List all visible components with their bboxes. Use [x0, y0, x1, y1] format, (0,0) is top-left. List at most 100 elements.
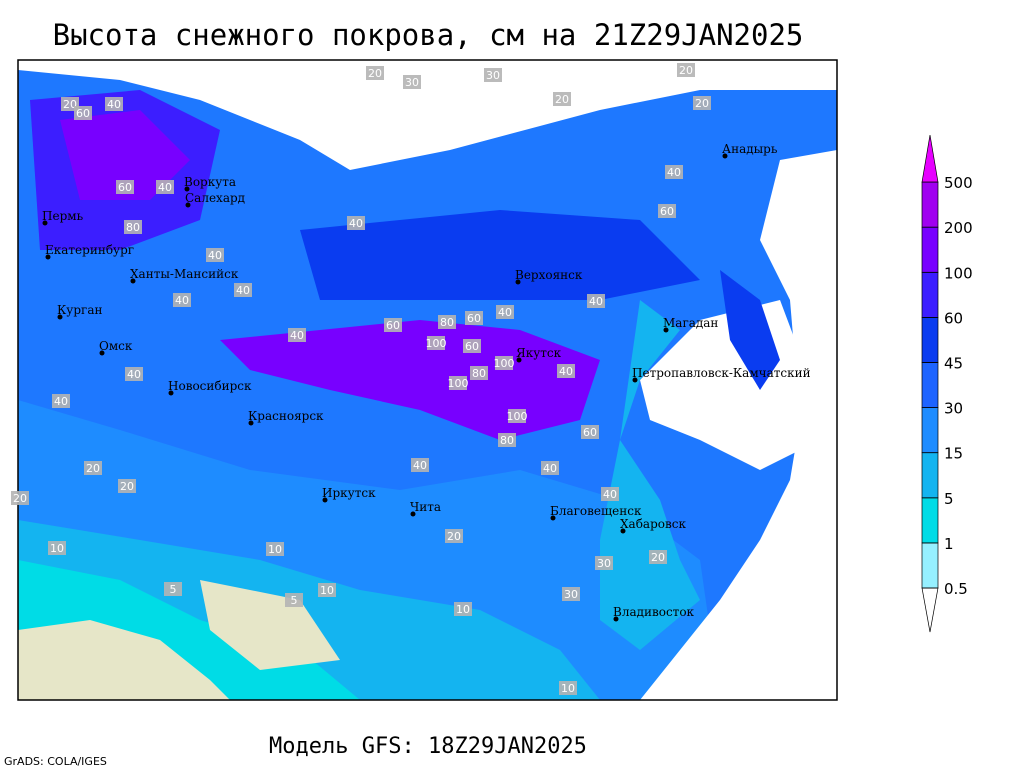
city-label: Курган: [57, 303, 102, 317]
contour-label: 60: [583, 426, 597, 439]
contour-label-box: [581, 425, 599, 439]
city-label: Магадан: [663, 316, 718, 330]
contour-label: 40: [498, 306, 512, 319]
contour-label: 10: [561, 682, 575, 695]
contour-label: 10: [320, 584, 334, 597]
contour-label: 40: [667, 166, 681, 179]
colorbar-label: 500: [944, 174, 973, 192]
contour-label-box: [445, 529, 463, 543]
contour-label-box: [116, 180, 134, 194]
map: [18, 60, 837, 700]
colorbar-box: [921, 542, 939, 589]
contour-label: 100: [448, 377, 469, 390]
contour-label-box: [557, 364, 575, 378]
contour-label: 80: [440, 316, 454, 329]
city-marker: [632, 377, 638, 383]
city-label: Благовещенск: [550, 504, 642, 518]
contour-label-box: [449, 376, 467, 390]
contour-label: 10: [50, 542, 64, 555]
city-marker: [722, 153, 728, 159]
contour-label-box: [587, 294, 605, 308]
contour-label-box: [11, 491, 29, 505]
contour-label: 40: [543, 462, 557, 475]
contour-label-box: [508, 409, 526, 423]
city-label: Хабаровск: [620, 517, 686, 531]
colorbar-box: [921, 407, 939, 454]
contour-label: 30: [564, 588, 578, 601]
contour-label: 100: [507, 410, 528, 423]
contour-label-box: [234, 283, 252, 297]
contour-label-box: [559, 681, 577, 695]
contour-label-box: [495, 356, 513, 370]
city-label: Владивосток: [613, 605, 695, 619]
contour-label-box: [124, 220, 142, 234]
contour-label: 30: [486, 69, 500, 82]
contour-label-box: [427, 336, 445, 350]
colorbar-box: [921, 452, 939, 499]
contour-label: 40: [413, 459, 427, 472]
contour-label: 100: [494, 357, 515, 370]
contour-label: 10: [268, 543, 282, 556]
city-label: Ханты-Мансийск: [130, 267, 239, 281]
contour-label: 40: [208, 249, 222, 262]
contour-label: 40: [54, 395, 68, 408]
city-marker: [42, 220, 48, 226]
contour-label-box: [463, 339, 481, 353]
contour-label-box: [403, 75, 421, 89]
contour-label: 40: [175, 294, 189, 307]
contour-label: 10: [456, 603, 470, 616]
contour-label-box: [52, 394, 70, 408]
city-label: Иркутск: [322, 486, 376, 500]
contour-label: 20: [368, 67, 382, 80]
city-marker: [410, 511, 416, 517]
contour-label-box: [677, 63, 695, 77]
city-marker: [322, 497, 328, 503]
city-label: Салехард: [185, 191, 245, 205]
contour-label-box: [206, 248, 224, 262]
contour-label: 80: [500, 434, 514, 447]
contour-label-box: [118, 479, 136, 493]
contour-label-box: [74, 106, 92, 120]
contour-label-box: [156, 180, 174, 194]
city-marker: [515, 279, 521, 285]
contour-label: 60: [386, 319, 400, 332]
colorbar-box: [921, 362, 939, 408]
contour-label: 30: [597, 557, 611, 570]
contour-label: 20: [13, 492, 27, 505]
city-label: Омск: [99, 339, 133, 353]
colorbar-box: [921, 497, 939, 544]
city-label: Петропавловск-Камчатский: [632, 366, 811, 380]
city-label: Красноярск: [248, 409, 324, 423]
colorbar-high: [921, 134, 939, 183]
colorbar-label: 30: [944, 400, 963, 418]
colorbar-label: 1: [944, 535, 954, 553]
contour-label-box: [384, 318, 402, 332]
colorbar-box: [921, 317, 939, 363]
contour-label-box: [553, 92, 571, 106]
contour-label-box: [173, 293, 191, 307]
contour-label-box: [693, 96, 711, 110]
contour-label: 40: [603, 488, 617, 501]
contour-label: 40: [349, 217, 363, 230]
colorbar-box: [921, 271, 939, 318]
city-marker: [168, 390, 174, 396]
city-marker: [516, 357, 522, 363]
city-label: Верхоянск: [515, 268, 583, 282]
contour-label: 40: [158, 181, 172, 194]
contour-label: 100: [426, 337, 447, 350]
map-frame: [17, 59, 838, 701]
contour-label: 40: [559, 365, 573, 378]
city-label: Чита: [410, 500, 441, 514]
city-marker: [550, 515, 556, 521]
contour-label-box: [318, 583, 336, 597]
contour-label-box: [164, 582, 182, 596]
contour-label-box: [498, 433, 516, 447]
contour-label: 60: [118, 181, 132, 194]
contour-label: 60: [467, 312, 481, 325]
contour-label: 40: [107, 98, 121, 111]
contour-label: 80: [472, 367, 486, 380]
city-marker: [620, 528, 626, 534]
colorbar-box: [921, 226, 939, 273]
colorbar-box: [921, 181, 939, 228]
contour-label-box: [411, 458, 429, 472]
